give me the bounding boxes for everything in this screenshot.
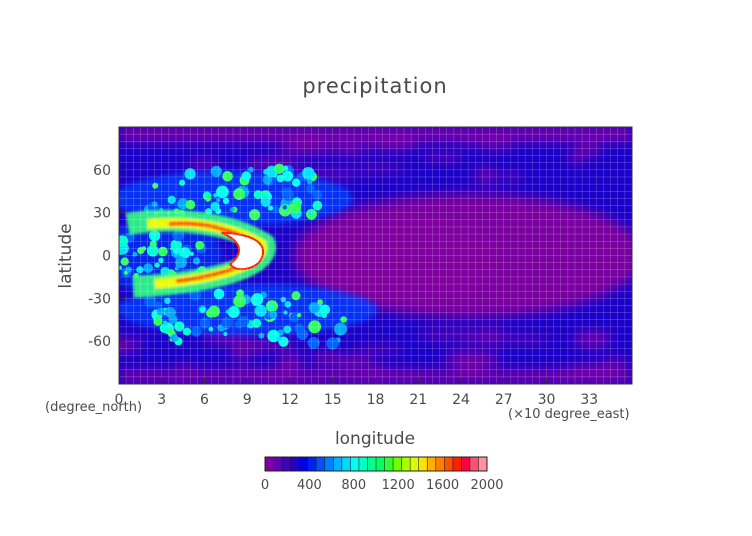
colorbar-tick-label: 2000 <box>470 478 503 493</box>
colorbar-swatch <box>265 457 274 471</box>
colorbar-swatch <box>307 457 317 471</box>
x-tick-label: 0 <box>115 392 124 408</box>
colorbar-swatch <box>444 457 454 471</box>
y-tick-label: 60 <box>93 163 111 179</box>
x-tick-label: 6 <box>200 392 209 408</box>
colorbar-swatch <box>427 457 437 471</box>
chart-title: precipitation <box>302 74 447 98</box>
colorbar-swatch <box>410 457 419 471</box>
colorbar-swatch <box>418 457 428 471</box>
colorbar-swatch <box>282 457 291 471</box>
y-tick-label: -60 <box>88 334 111 350</box>
colorbar-ticks: 0 400 800 1200 1600 2000 <box>261 478 504 493</box>
colorbar-tick-label: 800 <box>341 478 366 493</box>
y-tick-label: 0 <box>102 249 111 265</box>
colorbar-swatch <box>299 457 308 471</box>
colorbar-swatch <box>290 457 300 471</box>
x-tick-label: 24 <box>452 392 470 408</box>
plot-area <box>119 127 632 384</box>
precip-field <box>119 127 632 384</box>
colorbar-swatch <box>401 457 411 471</box>
colorbar-swatch <box>435 457 445 471</box>
colorbar-tick-label: 0 <box>261 478 269 493</box>
colorbar-swatch <box>461 457 471 471</box>
colorbar-swatch <box>469 457 479 471</box>
colorbar-swatch <box>333 457 343 471</box>
colorbar-swatch <box>341 457 351 471</box>
colorbar-swatch <box>384 457 394 471</box>
x-tick-label: 18 <box>367 392 385 408</box>
x-tick-label: 30 <box>538 392 556 408</box>
colorbar-swatch <box>316 457 326 471</box>
x-tick-label: 27 <box>495 392 513 408</box>
x-tick-label: 21 <box>409 392 427 408</box>
colorbar-tick-label: 400 <box>297 478 322 493</box>
x-tick-label: 33 <box>580 392 598 408</box>
x-tick-label: 12 <box>281 392 299 408</box>
y-axis-unit: (degree_north) <box>45 400 142 415</box>
colorbar-swatch <box>393 457 402 471</box>
colorbar-swatch <box>273 457 283 471</box>
y-tick-label: 30 <box>93 206 111 222</box>
colorbar <box>264 456 488 472</box>
grid <box>119 127 632 384</box>
x-axis-unit: (×10 degree_east) <box>508 407 630 422</box>
y-tick-label: -30 <box>88 291 111 307</box>
colorbar-swatch <box>367 457 377 471</box>
colorbar-swatch <box>324 457 334 471</box>
colorbar-tick-label: 1200 <box>382 478 415 493</box>
x-tick-label: 3 <box>157 392 166 408</box>
colorbar-swatch <box>452 457 462 471</box>
colorbar-swatch <box>350 457 360 471</box>
x-axis-ticks: 0 3 6 9 12 15 18 21 24 27 30 33 <box>115 378 598 408</box>
colorbar-swatch <box>358 457 368 471</box>
y-axis-ticks: 60 30 0 -30 -60 <box>88 163 125 350</box>
x-tick-label: 15 <box>324 392 342 408</box>
x-tick-label: 9 <box>243 392 252 408</box>
colorbar-tick-label: 1600 <box>426 478 459 493</box>
y-axis-label: latitude <box>56 223 76 288</box>
colorbar-swatch <box>478 457 488 471</box>
x-axis-label: longitude <box>335 429 415 449</box>
colorbar-swatch <box>376 457 385 471</box>
